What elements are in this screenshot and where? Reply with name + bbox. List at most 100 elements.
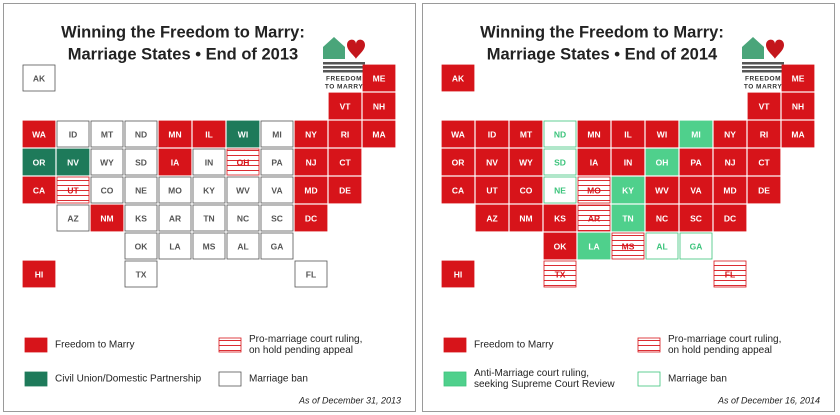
state-tile (158, 148, 192, 176)
state: MT (509, 120, 543, 148)
state-label: NH (792, 101, 804, 111)
state-label: NM (519, 213, 532, 223)
state-label: SC (690, 213, 702, 223)
state: NV (56, 148, 90, 176)
title-line: Winning the Freedom to Marry: (480, 23, 724, 41)
state: MN (158, 120, 192, 148)
state-tile (475, 204, 509, 232)
state-label: DE (339, 185, 351, 195)
state: TX (543, 260, 577, 288)
state: UT (56, 176, 90, 204)
state-label: AL (656, 241, 667, 251)
state-tile (90, 148, 124, 176)
logo-stripe (323, 62, 365, 65)
legend-swatch (443, 337, 467, 353)
state-label: UT (67, 185, 79, 195)
state-tile (713, 148, 747, 176)
state: FL (294, 260, 328, 288)
state-label: MT (520, 129, 533, 139)
state-tile (475, 120, 509, 148)
state-tile (22, 64, 56, 92)
state-label: OK (135, 241, 149, 251)
state-label: MI (691, 129, 700, 139)
state-label: KS (554, 213, 566, 223)
state-tile (22, 260, 56, 288)
state-label: IL (624, 129, 632, 139)
logo-text: TO MARRY (325, 84, 363, 91)
state-label: CA (33, 185, 45, 195)
state: CA (22, 176, 56, 204)
state-tile (441, 260, 475, 288)
logo-text: TO MARRY (744, 84, 782, 91)
logo-stripe (742, 66, 784, 69)
state-tile (679, 148, 713, 176)
state: WV (226, 176, 260, 204)
state-tile (713, 260, 747, 288)
state-label: ND (554, 129, 566, 139)
state-tile (328, 92, 362, 120)
state-tile (713, 120, 747, 148)
state: NC (226, 204, 260, 232)
state-tile (90, 120, 124, 148)
state-tile (226, 148, 260, 176)
state-label: WV (655, 185, 669, 195)
state: KY (192, 176, 226, 204)
state-label: NY (724, 129, 736, 139)
state-label: WI (657, 129, 667, 139)
state: VT (747, 92, 781, 120)
logo-heart (766, 39, 784, 59)
state-tile (260, 148, 294, 176)
state-label: OR (452, 157, 465, 167)
state-label: AK (452, 73, 465, 83)
state: LA (577, 232, 611, 260)
state: GA (679, 232, 713, 260)
state-label: IA (590, 157, 599, 167)
state: TN (192, 204, 226, 232)
state-tile (56, 148, 90, 176)
state-tile (611, 120, 645, 148)
state: TN (611, 204, 645, 232)
state-tile (260, 204, 294, 232)
state: NH (781, 92, 815, 120)
state-tile (260, 176, 294, 204)
state-tile (747, 120, 781, 148)
state-label: VA (271, 185, 282, 195)
state-label: VA (690, 185, 701, 195)
logo-stripe (742, 62, 784, 65)
state-tile (441, 120, 475, 148)
state-label: NH (373, 101, 385, 111)
state: NJ (713, 148, 747, 176)
state-tile (328, 148, 362, 176)
state-tile (781, 120, 815, 148)
state-label: WA (32, 129, 46, 139)
state: WA (22, 120, 56, 148)
state-label: WA (451, 129, 465, 139)
state-label: MA (372, 129, 385, 139)
state-label: MS (203, 241, 216, 251)
state: NV (475, 148, 509, 176)
state-tile (294, 204, 328, 232)
state-tile (781, 64, 815, 92)
state: PA (679, 148, 713, 176)
logo-text: FREEDOM (326, 76, 362, 83)
state-label: CO (101, 185, 114, 195)
state: AL (645, 232, 679, 260)
state-label: LA (169, 241, 180, 251)
state: OR (22, 148, 56, 176)
state-tile (645, 148, 679, 176)
state: IA (158, 148, 192, 176)
state-tile (328, 120, 362, 148)
state-tile (543, 120, 577, 148)
state: AL (226, 232, 260, 260)
legend-label: seeking Supreme Court Review (474, 379, 615, 390)
legend-swatch (218, 337, 242, 353)
state: NC (645, 204, 679, 232)
state-label: PA (690, 157, 701, 167)
state-label: LA (588, 241, 599, 251)
state-tile (260, 232, 294, 260)
state-label: IN (205, 157, 214, 167)
state: TX (124, 260, 158, 288)
state: WV (645, 176, 679, 204)
